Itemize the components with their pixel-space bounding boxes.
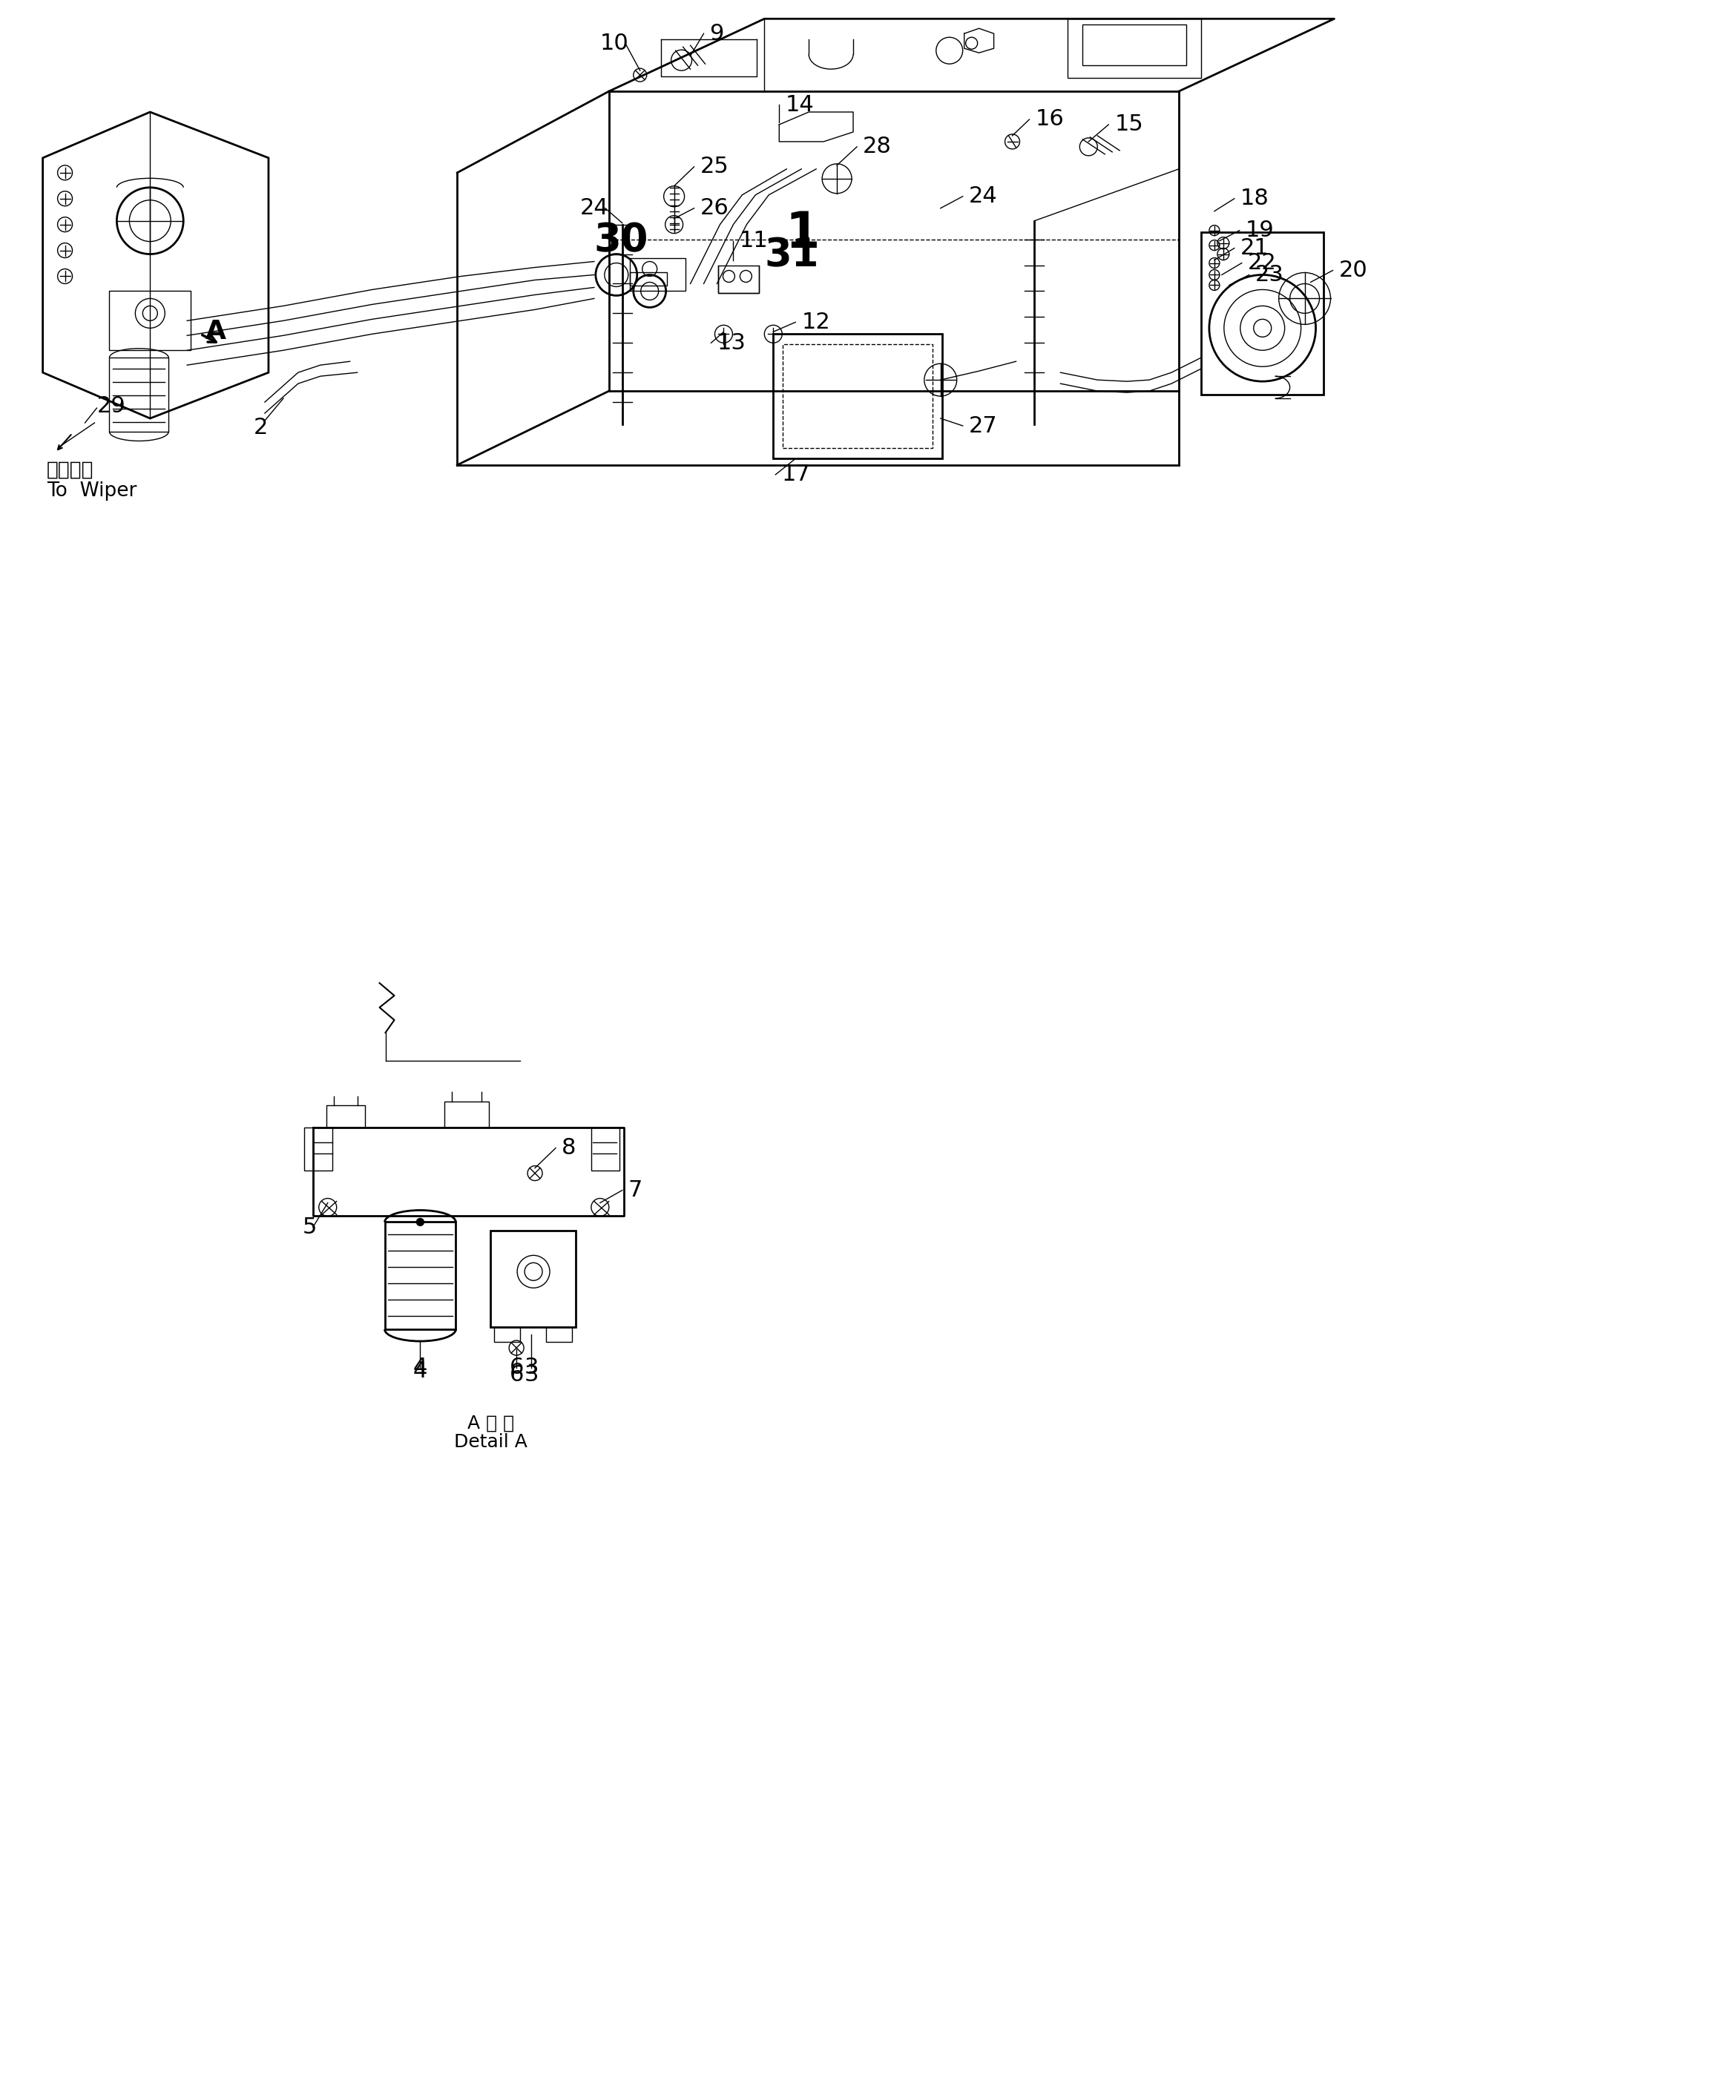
Text: A 詳 細: A 詳 細: [467, 1415, 514, 1432]
Bar: [109, 357, 168, 433]
Bar: [783, 344, 932, 447]
Text: 25: 25: [700, 155, 729, 178]
Text: 29: 29: [97, 395, 125, 416]
Bar: [491, 1231, 576, 1327]
Text: 2: 2: [253, 418, 267, 439]
Bar: [630, 258, 686, 292]
Text: To  Wiper: To Wiper: [47, 481, 137, 500]
Text: 22: 22: [1248, 252, 1276, 273]
Text: 11: 11: [740, 231, 767, 252]
Text: 30: 30: [594, 220, 649, 260]
Text: 5: 5: [302, 1216, 316, 1239]
Text: 28: 28: [863, 136, 892, 158]
Bar: [1068, 19, 1201, 78]
Text: 20: 20: [1338, 260, 1368, 281]
Bar: [630, 273, 667, 286]
Text: Detail A: Detail A: [453, 1432, 528, 1451]
Text: 24: 24: [969, 185, 998, 208]
Text: ワイパへ: ワイパへ: [47, 460, 94, 479]
Bar: [109, 292, 191, 351]
Text: 10: 10: [601, 31, 628, 55]
Bar: [719, 265, 759, 294]
Text: 18: 18: [1240, 187, 1269, 210]
Text: 14: 14: [785, 94, 814, 116]
Text: 31: 31: [764, 237, 819, 275]
Text: 12: 12: [802, 311, 830, 334]
Bar: [592, 1128, 620, 1170]
Text: 21: 21: [1240, 237, 1269, 258]
Text: 7: 7: [628, 1180, 642, 1201]
Text: 26: 26: [700, 197, 729, 218]
Text: A: A: [205, 319, 226, 344]
Text: 4: 4: [413, 1357, 427, 1378]
Text: 6: 6: [509, 1365, 524, 1386]
Bar: [495, 1327, 521, 1342]
Text: 3: 3: [524, 1365, 538, 1386]
Text: 13: 13: [717, 332, 746, 353]
Text: 23: 23: [1255, 265, 1285, 286]
Text: 9: 9: [710, 23, 724, 44]
Text: 4: 4: [413, 1361, 427, 1382]
Text: 27: 27: [969, 416, 998, 437]
Bar: [547, 1327, 571, 1342]
Bar: [1083, 25, 1186, 65]
Circle shape: [417, 1218, 424, 1226]
Text: 8: 8: [561, 1138, 576, 1159]
Text: 24: 24: [580, 197, 609, 218]
Text: 15: 15: [1115, 113, 1144, 134]
Text: 3: 3: [524, 1357, 538, 1378]
Bar: [1201, 231, 1323, 395]
Text: 1: 1: [785, 208, 819, 258]
Bar: [385, 1222, 457, 1329]
Bar: [773, 334, 943, 458]
Text: 6: 6: [509, 1357, 524, 1378]
Text: 16: 16: [1035, 109, 1064, 130]
Bar: [304, 1128, 332, 1170]
Text: 19: 19: [1245, 220, 1274, 242]
Text: 17: 17: [781, 464, 811, 485]
